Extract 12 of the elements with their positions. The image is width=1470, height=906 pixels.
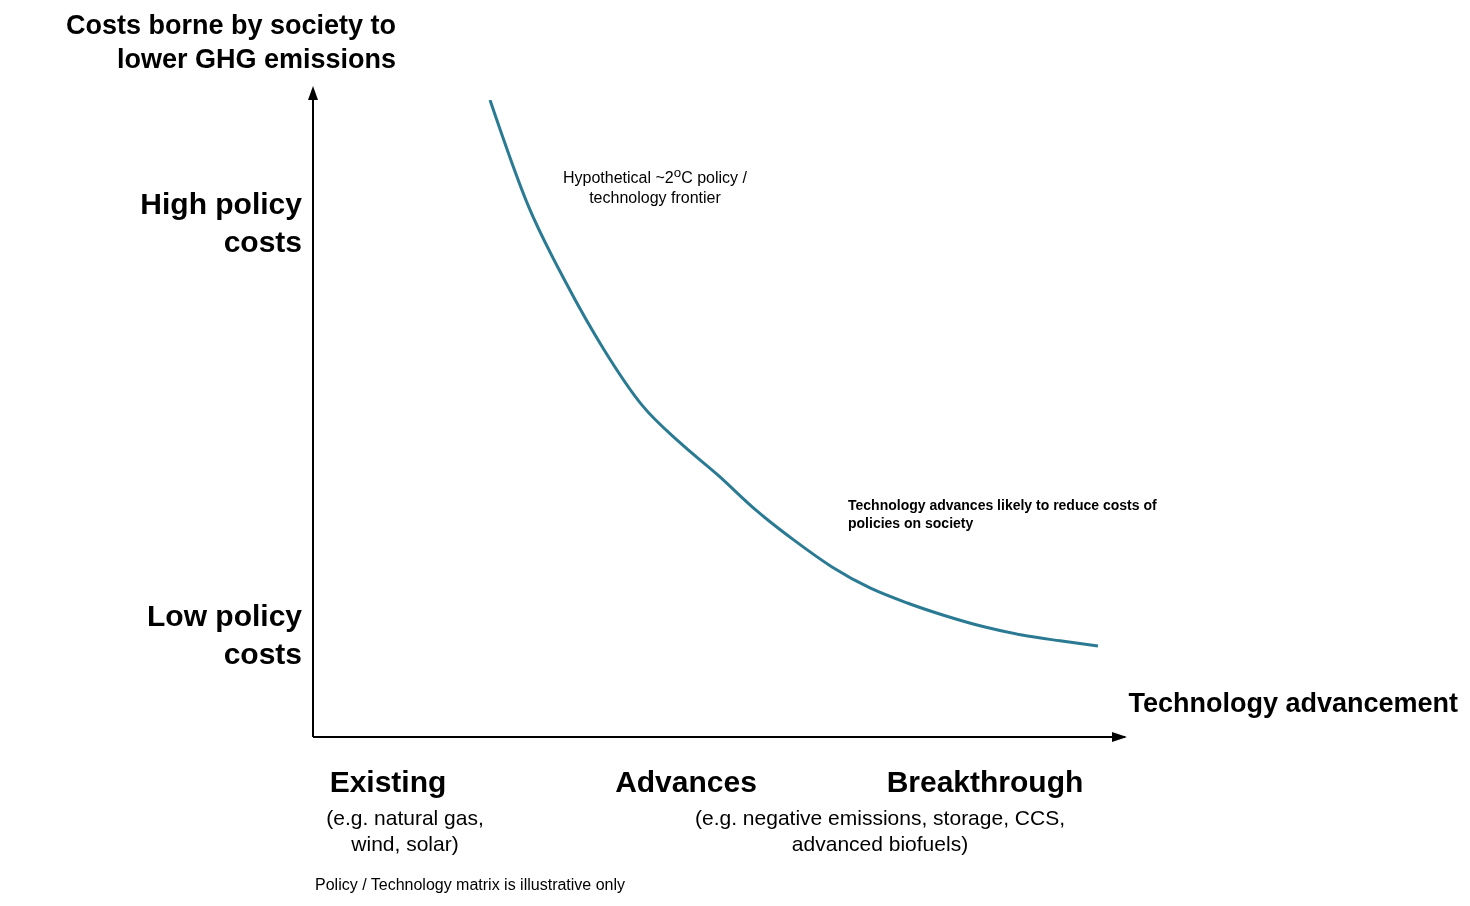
text: Low policy costs	[146, 598, 302, 672]
text: (e.g. natural gas, wind, solar)	[325, 805, 485, 858]
x-axis-title: Technology advancement	[1127, 688, 1458, 719]
annotation: Hypothetical ~2$^{o}$C policy / technology frontier	[562, 165, 748, 209]
annotation: Technology advances likely to reduce costs of policies on society	[848, 497, 1158, 532]
text: Policy / Technology matrix is illustrative only	[315, 875, 627, 895]
text: (e.g. negative emissions, storage, CCS, advanced biofuels)	[695, 805, 1066, 858]
y-axis-title: Costs borne by society to lower GHG emissions	[64, 9, 396, 76]
text: Existing	[328, 764, 448, 800]
text: Breakthrough	[885, 764, 1085, 800]
text: High policy costs	[139, 186, 302, 260]
text: Advances	[614, 764, 758, 800]
